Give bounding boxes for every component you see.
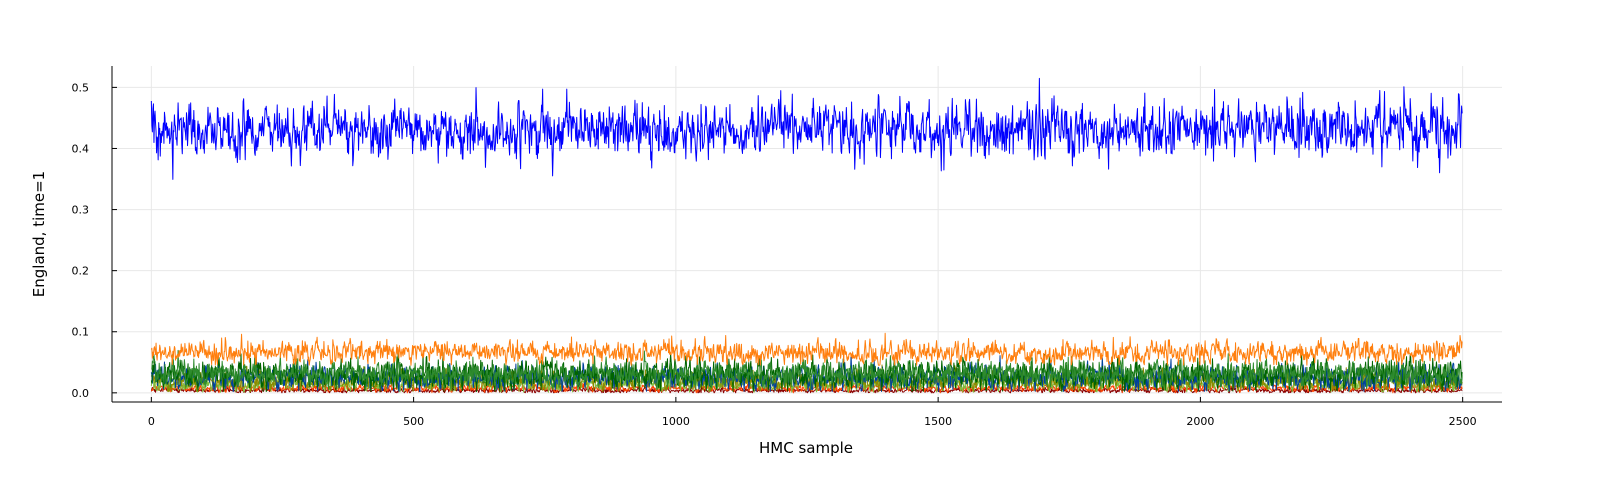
y-tick-label: 0.4: [72, 142, 90, 155]
x-tick-label: 1000: [662, 415, 690, 428]
x-tick-label: 2500: [1449, 415, 1477, 428]
grid: [112, 66, 1502, 402]
x-tick-label: 2000: [1186, 415, 1214, 428]
y-ticks: 0.0 0.1 0.2 0.3 0.4 0.5: [72, 81, 117, 400]
series-line-2: [150, 332, 1463, 366]
y-tick-label: 0.0: [72, 387, 90, 400]
y-tick-label: 0.5: [72, 81, 90, 94]
x-ticks: 0 500 1000 1500 2000 2500: [148, 397, 1477, 428]
x-tick-label: 500: [403, 415, 424, 428]
x-tick-label: 0: [148, 415, 155, 428]
series-line-3: [151, 349, 1463, 391]
y-tick-label: 0.1: [72, 326, 90, 339]
x-tick-label: 1500: [924, 415, 952, 428]
x-axis-label: HMC sample: [759, 439, 853, 457]
series-line-1: [150, 77, 1463, 180]
series-lines: [150, 77, 1463, 394]
y-tick-label: 0.3: [72, 204, 90, 217]
axes: [111, 66, 1502, 403]
y-axis-label: England, time=1: [30, 171, 48, 297]
y-tick-label: 0.2: [72, 265, 90, 278]
